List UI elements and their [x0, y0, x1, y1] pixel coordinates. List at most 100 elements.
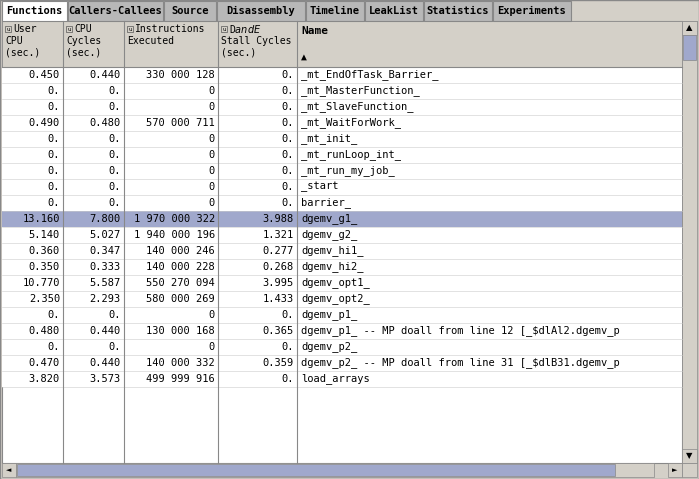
Text: 0.: 0.: [282, 134, 294, 144]
Text: 0.480: 0.480: [29, 326, 60, 336]
Bar: [2, 243, 682, 259]
Text: 0.: 0.: [282, 374, 294, 384]
Bar: [2, 275, 682, 291]
Text: D$ and E$: D$ and E$: [229, 23, 261, 35]
Text: 0.277: 0.277: [263, 246, 294, 256]
Text: 0.: 0.: [108, 342, 121, 352]
Bar: [2, 195, 682, 211]
Text: ▲: ▲: [301, 52, 307, 62]
Bar: [2, 131, 682, 147]
Text: 0.360: 0.360: [29, 246, 60, 256]
Text: dgemv_p2_: dgemv_p2_: [301, 342, 357, 353]
Text: 0: 0: [209, 134, 215, 144]
Text: 0.: 0.: [48, 166, 60, 176]
Bar: [221, 26, 227, 32]
Text: ▼: ▼: [686, 452, 693, 460]
Text: _start: _start: [301, 182, 338, 192]
Text: 0.: 0.: [282, 198, 294, 208]
Text: 0.: 0.: [48, 342, 60, 352]
Text: 0: 0: [209, 182, 215, 192]
Text: 0.: 0.: [108, 182, 121, 192]
Text: 0.: 0.: [108, 134, 121, 144]
Text: (sec.): (sec.): [66, 47, 101, 57]
Text: 140 000 246: 140 000 246: [146, 246, 215, 256]
Bar: [365, 1, 423, 21]
Text: CPU: CPU: [74, 24, 92, 34]
Bar: [2, 307, 682, 323]
Bar: [2, 1, 67, 21]
Text: 0.347: 0.347: [89, 246, 121, 256]
Text: 1 970 000 322: 1 970 000 322: [134, 214, 215, 224]
Text: dgemv_opt1_: dgemv_opt1_: [301, 277, 370, 288]
Text: Stall Cycles: Stall Cycles: [221, 36, 291, 46]
Text: u: u: [6, 26, 10, 32]
Text: 0.268: 0.268: [263, 262, 294, 272]
Text: ▲: ▲: [686, 23, 693, 33]
Bar: [682, 21, 697, 463]
Bar: [682, 21, 697, 35]
Text: 0.440: 0.440: [89, 326, 121, 336]
Text: load_arrays: load_arrays: [301, 374, 370, 385]
Text: 0.: 0.: [48, 134, 60, 144]
Bar: [683, 35, 696, 60]
Text: _mt_init_: _mt_init_: [301, 134, 357, 145]
Text: 0: 0: [209, 166, 215, 176]
Bar: [2, 339, 682, 355]
Bar: [17, 464, 615, 476]
Text: _mt_runLoop_int_: _mt_runLoop_int_: [301, 149, 401, 160]
Text: _mt_run_my_job_: _mt_run_my_job_: [301, 166, 395, 176]
Text: 0.: 0.: [108, 198, 121, 208]
Text: _mt_WaitForWork_: _mt_WaitForWork_: [301, 117, 401, 128]
Bar: [682, 449, 697, 463]
Text: 0: 0: [209, 310, 215, 320]
Text: (sec.): (sec.): [5, 47, 41, 57]
Bar: [424, 1, 492, 21]
Bar: [2, 355, 682, 371]
Bar: [2, 99, 682, 115]
Text: 0: 0: [209, 86, 215, 96]
Bar: [306, 1, 364, 21]
Text: 330 000 128: 330 000 128: [146, 70, 215, 80]
Bar: [217, 1, 305, 21]
Text: 0.480: 0.480: [89, 118, 121, 128]
Text: 0.: 0.: [108, 310, 121, 320]
Text: Disassembly: Disassembly: [226, 6, 296, 16]
Text: ►: ►: [672, 467, 678, 473]
Text: 0.440: 0.440: [89, 70, 121, 80]
Bar: [682, 463, 697, 477]
Bar: [2, 323, 682, 339]
Text: Source: Source: [171, 6, 209, 16]
Text: 0.: 0.: [282, 342, 294, 352]
Text: 0.: 0.: [108, 150, 121, 160]
Bar: [164, 1, 216, 21]
Text: Statistics: Statistics: [427, 6, 489, 16]
Bar: [493, 1, 571, 21]
Text: barrier_: barrier_: [301, 197, 351, 208]
Text: 0.350: 0.350: [29, 262, 60, 272]
Bar: [2, 371, 682, 387]
Text: 0: 0: [209, 150, 215, 160]
Text: Experiments: Experiments: [498, 6, 566, 16]
Text: Timeline: Timeline: [310, 6, 360, 16]
Text: User: User: [13, 24, 36, 34]
Text: Executed: Executed: [127, 36, 174, 46]
Bar: [2, 259, 682, 275]
Text: ◄: ◄: [6, 467, 12, 473]
Text: 0: 0: [209, 102, 215, 112]
Text: dgemv_g1_: dgemv_g1_: [301, 214, 357, 225]
Text: 2.350: 2.350: [29, 294, 60, 304]
Text: 0.: 0.: [48, 198, 60, 208]
Text: dgemv_p2_ -- MP doall from line 31 [_$dlB31.dgemv_p: dgemv_p2_ -- MP doall from line 31 [_$dl…: [301, 357, 620, 368]
Text: 1.321: 1.321: [263, 230, 294, 240]
Text: Functions: Functions: [6, 6, 63, 16]
Text: Instructions: Instructions: [135, 24, 206, 34]
Text: dgemv_hi1_: dgemv_hi1_: [301, 246, 363, 256]
Text: 0.: 0.: [282, 118, 294, 128]
Text: _mt_SlaveFunction_: _mt_SlaveFunction_: [301, 102, 414, 113]
Bar: [2, 227, 682, 243]
Text: 1.433: 1.433: [263, 294, 294, 304]
Bar: [2, 211, 682, 227]
Text: 580 000 269: 580 000 269: [146, 294, 215, 304]
Text: 0.: 0.: [282, 102, 294, 112]
Text: 0.: 0.: [48, 86, 60, 96]
